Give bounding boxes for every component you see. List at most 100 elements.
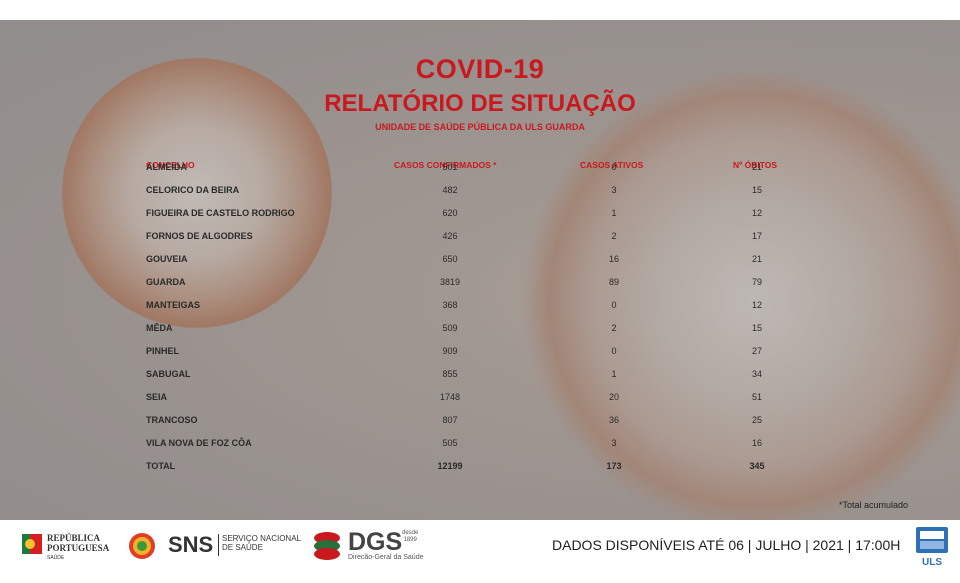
table-row: FORNOS DE ALGODRES 426 2 17 (0, 231, 960, 249)
concelho-cell: TRANCOSO (146, 415, 198, 425)
background-panel: COVID-19 RELATÓRIO DE SITUAÇÃO UNIDADE D… (0, 20, 960, 520)
confirmados-cell: 426 (442, 231, 458, 241)
ativos-cell: 2 (611, 323, 617, 333)
confirmados-cell: 368 (442, 300, 458, 310)
dgs-logo-text: DGS (348, 528, 403, 556)
header-obitos: Nº ÓBITOS (733, 160, 778, 170)
concelho-cell: FIGUEIRA DE CASTELO RODRIGO (146, 208, 295, 218)
obitos-cell: 34 (751, 369, 762, 379)
confirmados-cell: 855 (442, 369, 458, 379)
concelho-cell: MÊDA (146, 323, 173, 333)
obitos-cell: 15 (751, 185, 762, 195)
concelho-cell: SABUGAL (146, 369, 191, 379)
obitos-cell: 51 (751, 392, 762, 402)
uls-logo-icon: ULS (916, 527, 948, 568)
republica-logo: REPÚBLICA PORTUGUESA (47, 533, 109, 553)
sns-line1: SERVIÇO NACIONAL (222, 534, 301, 543)
report-title: COVID-19 (415, 54, 545, 84)
total-row: TOTAL 12199 173 345 (0, 461, 960, 479)
confirmados-cell: 505 (442, 438, 458, 448)
sns-logo-text: SNS (168, 532, 214, 557)
table-row: FIGUEIRA DE CASTELO RODRIGO 620 1 12 (0, 208, 960, 226)
table-row: SABUGAL 855 1 34 (0, 369, 960, 387)
ativos-cell: 3 (611, 438, 617, 448)
confirmados-cell: 1748 (439, 392, 461, 402)
republica-line1: REPÚBLICA (47, 533, 101, 543)
concelho-cell: VILA NOVA DE FOZ CÔA (146, 438, 252, 448)
obitos-cell: 12 (751, 208, 762, 218)
ativos-cell: 0 (611, 346, 617, 356)
republica-emblem-icon (22, 534, 42, 554)
total-obitos: 345 (749, 461, 765, 471)
dgs-name: Direcão-Geral da Saúde (348, 554, 424, 561)
table-row: TRANCOSO 807 36 25 (0, 415, 960, 433)
confirmados-cell: 620 (442, 208, 458, 218)
table-row: VILA NOVA DE FOZ CÔA 505 3 16 (0, 438, 960, 456)
table-row: MANTEIGAS 368 0 12 (0, 300, 960, 318)
dgs-since-year: 1899 (403, 537, 417, 543)
confirmados-cell: 482 (442, 185, 458, 195)
data-availability-text: DADOS DISPONÍVEIS ATÉ 06 | JULHO | 2021 … (552, 537, 901, 553)
ativos-cell: 0 (611, 162, 617, 172)
table-row: GUARDA 3819 89 79 (0, 277, 960, 295)
total-label: TOTAL (146, 461, 176, 471)
concelho-cell: FORNOS DE ALGODRES (146, 231, 253, 241)
header-confirmados: CASOS CONFIRMADOS * (394, 160, 497, 170)
ativos-cell: 1 (611, 208, 617, 218)
concelho-cell: SEIA (146, 392, 168, 402)
obitos-cell: 21 (751, 254, 762, 264)
obitos-cell: 12 (751, 300, 762, 310)
confirmados-cell: 909 (442, 346, 458, 356)
republica-line2: PORTUGUESA (47, 543, 110, 553)
concelho-cell: MANTEIGAS (146, 300, 200, 310)
concelho-cell: PINHEL (146, 346, 180, 356)
confirmados-cell: 650 (442, 254, 458, 264)
background-veil (0, 20, 960, 520)
ativos-cell: 1 (611, 369, 617, 379)
obitos-cell: 79 (751, 277, 762, 287)
concelho-cell: CELORICO DA BEIRA (146, 185, 240, 195)
ativos-cell: 20 (608, 392, 619, 402)
ativos-cell: 3 (611, 185, 617, 195)
ativos-cell: 16 (608, 254, 619, 264)
ativos-cell: 89 (608, 277, 619, 287)
republica-sub: SAÚDE (47, 555, 65, 561)
dgs-since: desde 1899 (402, 530, 418, 544)
total-confirmados: 12199 (437, 461, 463, 471)
table-row: PINHEL 909 0 27 (0, 346, 960, 364)
virus-image-left (62, 58, 332, 328)
table-row: ALMEIDA 501 0 21 (0, 162, 960, 180)
sns-logo-icon (129, 533, 155, 559)
total-ativos: 173 (606, 461, 622, 471)
header-ativos: CASOS ATIVOS (580, 160, 644, 170)
total-note: *Total acumulado (838, 500, 908, 510)
uls-logo-text: ULS (922, 557, 942, 568)
sns-line2: DE SAÚDE (222, 543, 263, 552)
table-row: SEIA 1748 20 51 (0, 392, 960, 410)
ativos-cell: 2 (611, 231, 617, 241)
obitos-cell: 17 (751, 231, 762, 241)
table-row: CELORICO DA BEIRA 482 3 15 (0, 185, 960, 203)
ativos-cell: 0 (611, 300, 617, 310)
dgs-logo-icon (314, 532, 340, 560)
ativos-cell: 36 (608, 415, 619, 425)
header-concelho: CONCELHO (146, 160, 195, 170)
report-subtitle: RELATÓRIO DE SITUAÇÃO (324, 90, 636, 117)
sns-divider (218, 534, 219, 556)
dgs-since-label: desde (402, 530, 419, 536)
concelho-cell: ALMEIDA (146, 162, 187, 172)
obitos-cell: 21 (751, 162, 762, 172)
footer-bar: REPÚBLICA PORTUGUESA SAÚDE SNS SERVIÇO N… (0, 520, 960, 583)
obitos-cell: 27 (751, 346, 762, 356)
obitos-cell: 25 (751, 415, 762, 425)
obitos-cell: 15 (751, 323, 762, 333)
table-row: GOUVEIA 650 16 21 (0, 254, 960, 272)
obitos-cell: 16 (751, 438, 762, 448)
concelho-cell: GOUVEIA (146, 254, 188, 264)
report-unit: UNIDADE DE SAÚDE PÚBLICA DA ULS GUARDA (375, 122, 585, 132)
confirmados-cell: 3819 (439, 277, 461, 287)
concelho-cell: GUARDA (146, 277, 186, 287)
confirmados-cell: 807 (442, 415, 458, 425)
confirmados-cell: 501 (442, 162, 458, 172)
